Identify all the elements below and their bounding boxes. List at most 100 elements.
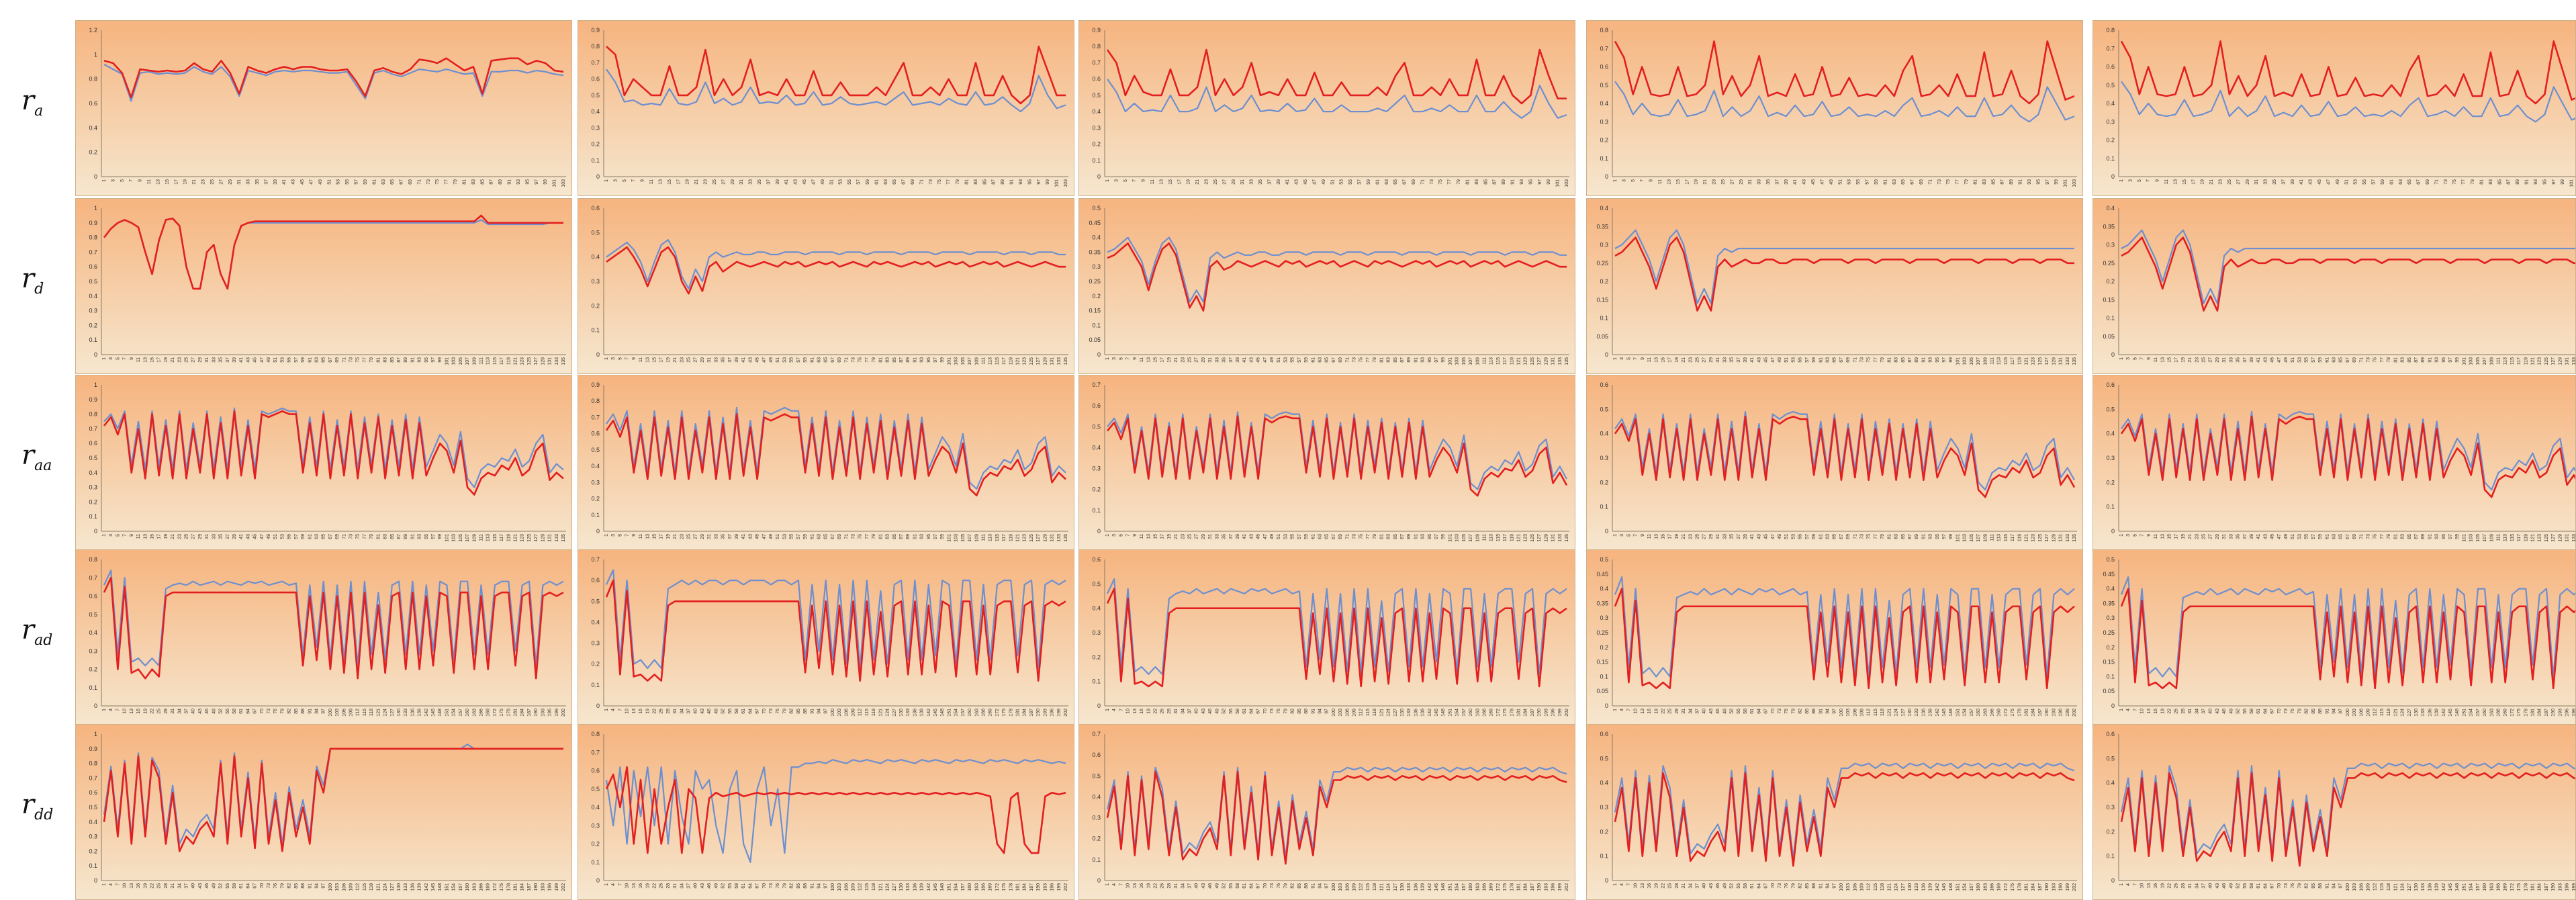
y-tick-label: 0.05 <box>2103 333 2115 340</box>
y-tick-label: 0.5 <box>1092 205 1101 212</box>
row-label-sub: ad <box>34 632 53 649</box>
y-tick-label: 0.1 <box>591 157 600 164</box>
x-tick-label: 113 <box>1997 357 2002 365</box>
plot-background <box>2093 21 2575 195</box>
x-tick-label: 79 <box>872 534 876 539</box>
x-tick-label: 13 <box>1654 534 1659 539</box>
y-tick-label: 0.4 <box>1600 100 1608 107</box>
x-tick-label: 7 <box>625 534 630 537</box>
x-tick-label: 13 <box>2160 357 2165 363</box>
y-tick-label: 0.7 <box>591 59 600 66</box>
y-tick-label: 0.3 <box>2106 118 2115 125</box>
x-tick-label: 83 <box>1475 179 1479 185</box>
x-tick-label: 101 <box>445 357 449 365</box>
chart-panel-r0-c3: 0 0.1 0.2 0.3 0.4 0.5 0.6 0.7 0.8 1 3 5 7 9 11 13 15 17 19… <box>1586 20 2083 196</box>
x-tick-label: 119 <box>2017 534 2022 541</box>
x-tick-label: 95 <box>2542 179 2547 185</box>
x-tick-label: 25 <box>1188 534 1193 539</box>
x-tick-label: 61 <box>810 357 815 363</box>
chart-svg: 00.10.20.30.40.50.61 4 7 10 13 16 19 22 25 28 31 34… <box>1079 550 1575 725</box>
x-tick-label: 13 <box>1641 709 1645 714</box>
x-tick-label: 97 <box>1434 534 1439 539</box>
x-tick-label: 121 <box>1517 534 1522 542</box>
x-tick-label: 175 <box>2517 709 2522 717</box>
x-tick-label: 5 <box>120 179 125 182</box>
series-line-red <box>605 579 1066 682</box>
x-tick-label: 121 <box>2531 534 2536 542</box>
x-tick-label: 10 <box>1126 883 1131 889</box>
x-tick-label: 7 <box>116 883 120 886</box>
x-tick-label: 75 <box>435 179 440 185</box>
x-tick-label: 43 <box>1709 709 1714 714</box>
x-tick-label: 83 <box>471 179 476 185</box>
x-tick-label: 7 <box>2140 357 2145 360</box>
x-tick-label: 61 <box>1750 709 1755 714</box>
x-tick-label: 91 <box>2325 883 2330 889</box>
y-tick-label: 0.1 <box>591 327 600 334</box>
x-tick-label: 103 <box>1338 709 1343 717</box>
x-tick-label: 118 <box>1880 709 1885 716</box>
x-tick-label: 21 <box>694 179 699 185</box>
chart-panel-r0-c1: 0 0.1 0.2 0.3 0.4 0.5 0.6 0.7 0.8 0.9 1 3 5 7 9 11 13 15 1… <box>578 20 1074 196</box>
x-tick-label: 63 <box>817 534 821 539</box>
y-tick-label: 0.45 <box>1596 571 1608 578</box>
x-tick-label: 33 <box>1215 357 1220 363</box>
x-tick-label: 13 <box>632 709 637 714</box>
x-tick-label: 95 <box>927 357 931 363</box>
x-tick-label: 17 <box>1160 357 1165 363</box>
x-tick-label: 10 <box>1634 709 1639 714</box>
y-tick-label: 0.1 <box>2106 155 2115 162</box>
y-tick-label: 0.4 <box>591 463 600 469</box>
x-tick-label: 19 <box>1694 179 1699 185</box>
y-tick-label: 0.15 <box>1089 308 1101 314</box>
x-tick-label: 160 <box>1469 709 1473 717</box>
chart-svg: 00.10.20.30.40.50.61 4 7 10 13 16 19 22 25 28 31 34… <box>2093 725 2575 899</box>
y-tick-label: 0.2 <box>2106 137 2115 144</box>
x-tick-label: 97 <box>1942 357 1947 363</box>
x-tick-label: 69 <box>2352 534 2357 539</box>
x-tick-label: 193 <box>2558 709 2563 717</box>
row-label-dd: rdd <box>21 789 53 823</box>
y-tick-label: 0.2 <box>591 302 600 309</box>
x-tick-label: 19 <box>164 534 169 539</box>
x-tick-label: 127 <box>390 883 395 891</box>
x-tick-label: 115 <box>1496 534 1501 541</box>
x-tick-label: 71 <box>1928 179 1933 185</box>
x-tick-label: 131 <box>2059 357 2064 365</box>
x-tick-label: 130 <box>899 709 904 717</box>
x-tick-label: 40 <box>2209 883 2213 889</box>
chart-svg: 00.10.20.30.40.50.60.70.81 4 7 10 13 16 19 22 25… <box>578 725 1074 899</box>
x-tick-label: 81 <box>878 534 883 539</box>
x-tick-label: 25 <box>1160 709 1165 714</box>
x-tick-label: 154 <box>452 709 457 717</box>
x-tick-label: 94 <box>1318 883 1322 889</box>
x-tick-label: 151 <box>1448 709 1453 717</box>
y-tick-label: 0.3 <box>89 308 97 314</box>
y-tick-label: 0.8 <box>2106 27 2115 34</box>
series-line-red <box>103 214 563 290</box>
x-tick-label: 121 <box>2531 357 2536 365</box>
x-tick-label: 64 <box>1757 883 1761 889</box>
x-tick-label: 125 <box>2038 357 2043 365</box>
x-tick-label: 91 <box>308 883 312 889</box>
x-tick-label: 19 <box>1146 709 1151 714</box>
row-label-main: r <box>21 440 35 471</box>
x-tick-label: 106 <box>1853 709 1857 717</box>
x-tick-label: 59 <box>1304 357 1309 363</box>
x-tick-label: 100 <box>328 709 333 717</box>
x-tick-label: 37 <box>2202 709 2207 714</box>
plot-background <box>76 550 571 725</box>
x-tick-label: 109 <box>1860 883 1865 891</box>
x-tick-label: 112 <box>1867 883 1872 891</box>
series-line-red <box>605 413 1066 496</box>
x-tick-label: 16 <box>639 883 643 889</box>
x-tick-label: 172 <box>493 709 498 717</box>
x-tick-label: 47 <box>1771 357 1776 363</box>
x-tick-label: 119 <box>1510 534 1514 541</box>
x-tick-label: 1 <box>1613 357 1618 360</box>
plot-background <box>2093 550 2575 725</box>
x-tick-label: 45 <box>1256 357 1261 363</box>
y-tick-label: 0.2 <box>1600 828 1608 835</box>
x-tick-label: 97 <box>2339 709 2344 714</box>
y-tick-label: 0.1 <box>1600 673 1608 680</box>
